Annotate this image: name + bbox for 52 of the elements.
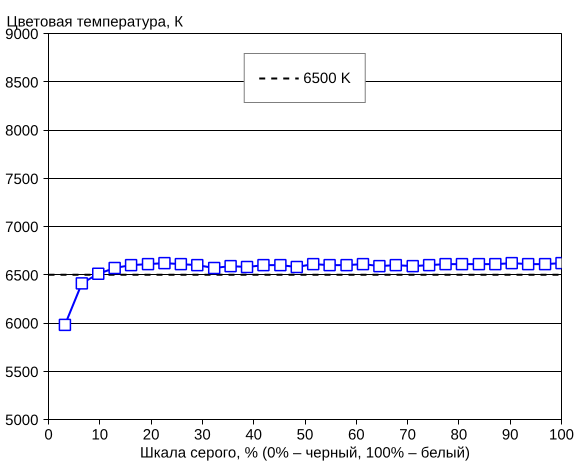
point	[124, 258, 138, 272]
point	[406, 260, 419, 272]
point	[340, 258, 353, 272]
point	[158, 256, 171, 270]
point	[439, 258, 452, 270]
point	[538, 258, 552, 270]
point	[274, 258, 287, 272]
y-tick-label: 8500	[5, 74, 39, 92]
point	[456, 258, 468, 270]
point	[191, 258, 204, 272]
point	[208, 262, 220, 274]
point	[257, 258, 270, 272]
point	[373, 260, 386, 272]
y-tick-label: 6000	[5, 316, 39, 332]
point	[472, 258, 486, 270]
x-tick-label: 80	[450, 426, 468, 444]
point	[306, 258, 320, 270]
x-tick-label: 90	[502, 426, 519, 444]
point	[174, 258, 188, 270]
point	[224, 260, 237, 272]
y-axis-title: Цветовая температура, К	[6, 14, 184, 30]
point	[142, 258, 154, 270]
x-tick-label: 10	[91, 426, 108, 444]
point	[522, 258, 534, 270]
x-tick-label: 70	[399, 426, 416, 444]
y-tick-label: 7500	[5, 170, 39, 188]
x-tick-label: 0	[44, 426, 53, 444]
x-tick-label: 60	[348, 426, 365, 444]
x-tick-label: 20	[142, 426, 160, 444]
point	[58, 318, 72, 332]
point	[290, 260, 304, 274]
x-tick-label: 50	[296, 426, 314, 444]
y-tick-label: 7000	[5, 219, 39, 236]
x-tick-label: 40	[245, 426, 262, 444]
point	[323, 258, 336, 272]
point	[76, 277, 88, 290]
x-axis-title: Шкала серого, % (0% – черный, 100% – белый)	[140, 444, 470, 462]
point	[356, 258, 370, 270]
point	[489, 258, 502, 270]
point	[422, 258, 436, 272]
y-tick-label: 5000	[5, 412, 39, 429]
x-tick-label: 100	[548, 426, 574, 444]
point	[240, 260, 254, 274]
point	[390, 258, 402, 272]
point	[505, 256, 518, 270]
y-tick-label: 8000	[5, 122, 39, 140]
x-tick-label: 30	[194, 426, 211, 444]
point	[92, 268, 105, 280]
point	[108, 262, 121, 274]
legend-label: 6500 K	[303, 70, 351, 86]
y-tick-label: 6500	[5, 267, 39, 284]
y-tick-label: 5500	[5, 364, 39, 381]
